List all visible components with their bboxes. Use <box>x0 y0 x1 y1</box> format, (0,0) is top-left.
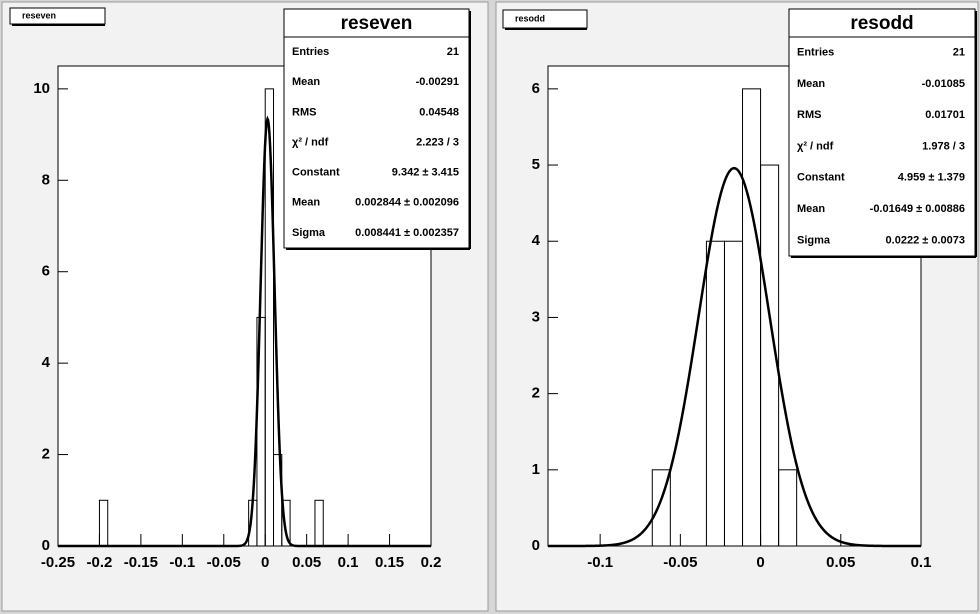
x-tick-label: -0.1 <box>169 554 195 571</box>
stats-label: Mean <box>292 197 320 209</box>
x-tick-label: 0 <box>756 554 764 571</box>
y-tick-label: 4 <box>42 354 51 371</box>
stats-value: 0.008441 ± 0.002357 <box>355 227 459 239</box>
stats-box <box>283 8 470 249</box>
stats-value: 21 <box>447 46 459 58</box>
x-tick-label: -0.1 <box>587 554 613 571</box>
y-tick-label: 6 <box>532 80 540 97</box>
x-tick-label: 0.1 <box>911 554 932 571</box>
x-tick-label: 0.1 <box>338 554 359 571</box>
stats-value: 0.04548 <box>419 106 459 118</box>
y-tick-label: 2 <box>532 385 540 402</box>
y-tick-label: 10 <box>33 80 50 97</box>
y-tick-label: 0 <box>532 537 540 554</box>
x-tick-label: -0.2 <box>87 554 113 571</box>
stats-label: Sigma <box>292 227 326 239</box>
stats-value: 1.978 / 3 <box>922 140 965 152</box>
x-tick-label: 0.05 <box>826 554 855 571</box>
stats-label: RMS <box>292 106 316 118</box>
y-tick-label: 1 <box>532 461 540 478</box>
y-tick-label: 4 <box>532 232 541 249</box>
y-tick-label: 6 <box>42 263 50 280</box>
stats-value: 0.01701 <box>925 109 965 121</box>
fit-curve <box>58 115 431 548</box>
hist-title: resodd <box>515 13 545 23</box>
bin <box>760 164 780 547</box>
stats-label: Mean <box>292 76 320 88</box>
x-tick-label: -0.05 <box>663 554 697 571</box>
x-tick-label: -0.05 <box>207 554 241 571</box>
stats-title: reseven <box>341 13 413 34</box>
stats-value: -0.00291 <box>416 76 459 88</box>
bin <box>281 499 291 547</box>
stats-value: -0.01649 ± 0.00886 <box>870 203 965 215</box>
y-tick-label: 5 <box>532 156 540 173</box>
stats-label: Constant <box>292 167 340 179</box>
x-tick-label: -0.25 <box>41 554 75 571</box>
stats-label: χ² / ndf <box>797 140 834 152</box>
stats-label: Mean <box>797 203 825 215</box>
stats-label: χ² / ndf <box>292 136 329 148</box>
stats-value: 0.002844 ± 0.002096 <box>355 197 459 209</box>
stats-label: RMS <box>797 109 821 121</box>
bin <box>778 469 798 547</box>
stats-label: Entries <box>292 46 329 58</box>
stats-value: -0.01085 <box>922 78 965 90</box>
stats-label: Mean <box>797 78 825 90</box>
x-tick-label: 0.2 <box>421 554 442 571</box>
stats-value: 2.223 / 3 <box>416 136 459 148</box>
stats-value: 9.342 ± 3.415 <box>392 167 459 179</box>
hist-title: reseven <box>22 10 56 20</box>
stats-value: 0.0222 ± 0.0073 <box>886 234 965 246</box>
x-tick-label: -0.15 <box>124 554 158 571</box>
stats-value: 21 <box>953 47 965 59</box>
x-tick-label: 0.15 <box>375 554 404 571</box>
stats-label: Entries <box>797 47 834 59</box>
stats-label: Sigma <box>797 234 831 246</box>
x-tick-label: 0.05 <box>292 554 321 571</box>
fit-curve <box>548 166 921 548</box>
y-tick-label: 3 <box>532 308 540 325</box>
y-tick-label: 2 <box>42 446 50 463</box>
stats-box <box>788 8 976 257</box>
y-tick-label: 8 <box>42 171 50 188</box>
x-tick-label: 0 <box>261 554 269 571</box>
bin <box>264 88 275 547</box>
stats-value: 4.959 ± 1.379 <box>898 172 965 184</box>
y-tick-label: 0 <box>42 537 50 554</box>
stats-title: resodd <box>850 13 913 34</box>
stats-label: Constant <box>797 172 845 184</box>
bin <box>651 469 671 547</box>
